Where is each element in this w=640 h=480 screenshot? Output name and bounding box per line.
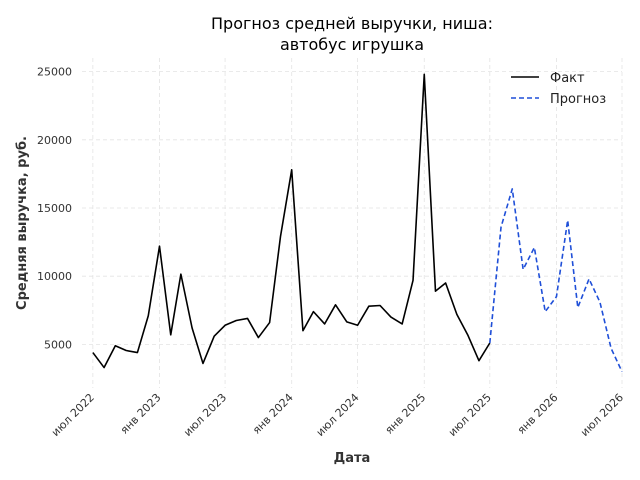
x-tick-label: июл 2025: [446, 391, 494, 439]
x-tick-label: июл 2026: [578, 391, 626, 439]
y-tick-label: 10000: [37, 270, 72, 283]
legend-label-forecast: Прогноз: [550, 92, 606, 107]
x-axis-ticks: июл 2022 янв 2023 июл 2023 янв 2024 июл 2024…: [49, 391, 626, 439]
x-tick-label: июл 2022: [49, 391, 97, 439]
x-tick-label: янв 2025: [383, 391, 429, 437]
series-layer: [92, 73, 623, 372]
y-axis-label: Средняя выручка, руб.: [15, 136, 30, 310]
chart-title-line-1: Прогноз средней выручки, ниша:: [211, 14, 493, 33]
y-axis-ticks: 5000 10000 15000 20000 25000: [37, 66, 72, 352]
y-tick-label: 15000: [37, 202, 72, 215]
y-tick-label: 20000: [37, 134, 72, 147]
series-line-forecast: [489, 188, 623, 372]
legend: Факт Прогноз: [511, 71, 606, 107]
x-axis-label: Дата: [334, 451, 371, 466]
y-tick-label: 5000: [44, 338, 72, 351]
x-tick-label: июл 2024: [314, 391, 362, 439]
chart-title-line-2: автобус игрушка: [280, 35, 424, 54]
x-tick-label: янв 2026: [515, 391, 561, 437]
series-line-fact: [92, 73, 491, 369]
x-tick-label: янв 2023: [118, 391, 164, 437]
x-tick-label: янв 2024: [250, 391, 296, 437]
legend-label-fact: Факт: [550, 71, 585, 86]
y-tick-label: 25000: [37, 66, 72, 79]
grid: [82, 58, 623, 388]
x-tick-label: июл 2023: [181, 391, 229, 439]
